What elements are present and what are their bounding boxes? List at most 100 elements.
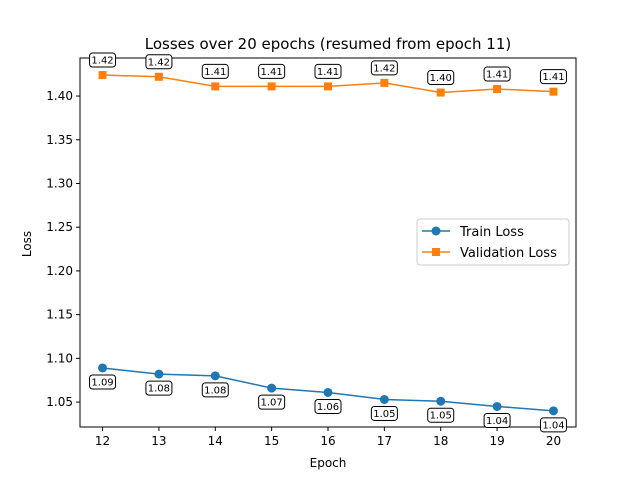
validation-data-label-box (145, 54, 173, 70)
validation-loss-point (154, 72, 163, 81)
train-data-label-text: 1.07 (261, 398, 283, 409)
validation-data-label-box (314, 63, 342, 79)
y-tick-label: 1.20 (46, 264, 73, 278)
validation-data-label-text: 1.42 (148, 57, 170, 68)
validation-data-label-box (427, 70, 455, 86)
train-data-label: 1.08 (201, 382, 229, 398)
x-tick-label: 20 (546, 434, 561, 448)
y-tick-label: 1.40 (46, 89, 73, 103)
x-tick-label: 14 (208, 434, 223, 448)
validation-data-label-text: 1.40 (430, 73, 452, 84)
validation-data-label-box (258, 63, 286, 79)
y-axis-label: Loss (20, 231, 34, 257)
train-loss-point (98, 363, 108, 373)
train-data-label-box (370, 405, 398, 421)
validation-data-label-text: 1.41 (261, 67, 283, 78)
validation-data-label-text: 1.41 (486, 70, 508, 81)
train-loss-point (379, 394, 389, 404)
validation-data-label-box (201, 63, 229, 79)
y-tick-label: 1.15 (46, 308, 73, 322)
validation-loss-point (211, 82, 220, 91)
train-data-label: 1.07 (258, 394, 286, 410)
x-tick-label: 13 (151, 434, 166, 448)
train-data-label-text: 1.09 (91, 377, 113, 388)
validation-data-label: 1.40 (427, 70, 455, 86)
train-loss-point (436, 396, 446, 406)
train-data-label-box (539, 417, 567, 433)
train-data-label: 1.06 (314, 398, 342, 414)
validation-data-label-box (539, 69, 567, 85)
validation-data-label-text: 1.42 (373, 63, 395, 74)
x-tick-label: 12 (95, 434, 110, 448)
legend-train-marker (431, 226, 441, 236)
train-data-label-box (258, 394, 286, 410)
train-loss-point (210, 371, 220, 381)
validation-data-label-box (89, 52, 117, 68)
legend-validation-marker (432, 248, 440, 256)
validation-loss-point (267, 82, 276, 91)
train-data-label-box (145, 380, 173, 396)
train-data-label: 1.09 (89, 374, 117, 390)
x-tick-label: 15 (264, 434, 279, 448)
validation-data-label-box (370, 60, 398, 76)
legend-train-label: Train Loss (459, 225, 524, 240)
train-data-label: 1.08 (145, 380, 173, 396)
legend-box (416, 218, 570, 266)
validation-data-label: 1.41 (314, 63, 342, 79)
train-data-label: 1.04 (539, 417, 567, 433)
train-data-label-text: 1.04 (542, 420, 564, 431)
validation-data-label: 1.42 (89, 52, 117, 68)
x-tick-label: 17 (377, 434, 392, 448)
x-axis-label: Epoch (310, 456, 347, 470)
y-tick-label: 1.25 (46, 220, 73, 234)
train-data-label-text: 1.05 (373, 409, 395, 420)
validation-data-label: 1.42 (370, 60, 398, 76)
train-loss-point (267, 383, 277, 393)
train-data-label: 1.05 (370, 405, 398, 421)
chart-title: Losses over 20 epochs (resumed from epoc… (145, 35, 511, 53)
validation-data-label-text: 1.42 (91, 56, 113, 67)
legend: Train Loss Validation Loss (416, 218, 570, 266)
validation-data-label: 1.41 (483, 66, 511, 82)
validation-data-label: 1.42 (145, 54, 173, 70)
validation-loss-point (324, 82, 332, 91)
train-loss-point (548, 406, 558, 416)
plot-area: 12 13 14 15 16 17 18 19 20 1.05 1.10 1.15 1.20 1.25 1.… (46, 52, 577, 448)
train-data-label-box (89, 374, 117, 390)
validation-loss-point (98, 71, 107, 80)
train-data-label-text: 1.05 (430, 411, 452, 422)
validation-loss-point (493, 85, 502, 94)
train-data-label-box (201, 382, 229, 398)
x-tick-label: 19 (489, 434, 504, 448)
validation-loss-point (549, 87, 558, 96)
train-data-label-text: 1.08 (148, 384, 170, 395)
train-loss-point (154, 369, 164, 379)
validation-data-label-box (483, 66, 511, 82)
validation-data-label-text: 1.41 (542, 72, 564, 83)
train-data-label-box (483, 412, 511, 428)
train-loss-point (492, 401, 502, 411)
y-tick-label: 1.30 (46, 176, 73, 190)
validation-data-label-text: 1.41 (204, 67, 226, 78)
x-tick-label: 16 (320, 434, 335, 448)
train-data-label-text: 1.06 (317, 402, 339, 413)
train-data-label-box (314, 398, 342, 414)
train-data-label: 1.04 (483, 412, 511, 428)
validation-data-label-text: 1.41 (317, 67, 339, 78)
train-data-label-text: 1.08 (204, 385, 226, 396)
train-data-label: 1.05 (427, 407, 455, 423)
train-loss-point (323, 387, 333, 397)
validation-data-label: 1.41 (201, 63, 229, 79)
legend-validation-label: Validation Loss (460, 246, 557, 261)
validation-loss-point (380, 78, 389, 87)
y-tick-label: 1.10 (46, 351, 73, 365)
y-tick-label: 1.05 (46, 395, 73, 409)
validation-loss-point (436, 88, 445, 97)
y-tick-label: 1.35 (46, 133, 73, 147)
train-data-label-text: 1.04 (486, 416, 508, 427)
validation-data-label: 1.41 (539, 69, 567, 85)
x-tick-label: 18 (433, 434, 448, 448)
train-data-label-box (427, 407, 455, 423)
validation-data-label: 1.41 (258, 63, 286, 79)
